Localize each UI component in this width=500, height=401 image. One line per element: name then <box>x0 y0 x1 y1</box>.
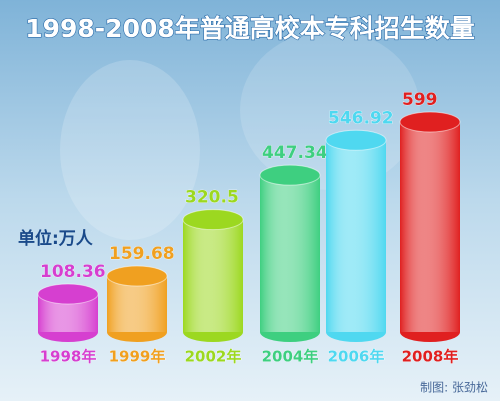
x-tick-label: 2006年 <box>328 348 385 366</box>
bar <box>259 164 321 342</box>
bar-shine <box>183 219 243 332</box>
bar-top <box>325 129 387 151</box>
x-tick-label: 2002年 <box>185 348 242 366</box>
bar-shine <box>260 175 320 332</box>
bar <box>399 111 461 342</box>
bar <box>37 283 99 342</box>
bar-top <box>399 111 461 133</box>
bar-shine <box>400 122 460 332</box>
unit-label: 单位:万人 <box>18 228 94 249</box>
bar-top <box>182 209 244 231</box>
x-tick-label: 1999年 <box>109 348 166 366</box>
photo-shade <box>60 60 200 240</box>
x-tick-label: 2004年 <box>262 348 319 366</box>
chart-title: 1998-2008年普通高校本专科招生数量 <box>25 14 475 43</box>
value-label: 159.68 <box>109 244 175 264</box>
x-tick-label: 2008年 <box>402 348 459 366</box>
value-label: 108.36 <box>40 262 106 282</box>
bar-top <box>259 164 321 186</box>
bar <box>182 209 244 342</box>
bar <box>325 129 387 342</box>
bar-shine <box>326 140 386 332</box>
value-label: 447.34 <box>262 143 328 163</box>
bar <box>106 265 168 342</box>
bar-top <box>37 283 99 305</box>
bar-top <box>106 265 168 287</box>
value-label: 599 <box>402 90 438 110</box>
value-label: 320.5 <box>185 188 239 208</box>
x-tick-label: 1998年 <box>40 348 97 366</box>
value-label: 546.92 <box>328 108 394 128</box>
credit: 制图: 张劲松 <box>420 381 488 395</box>
